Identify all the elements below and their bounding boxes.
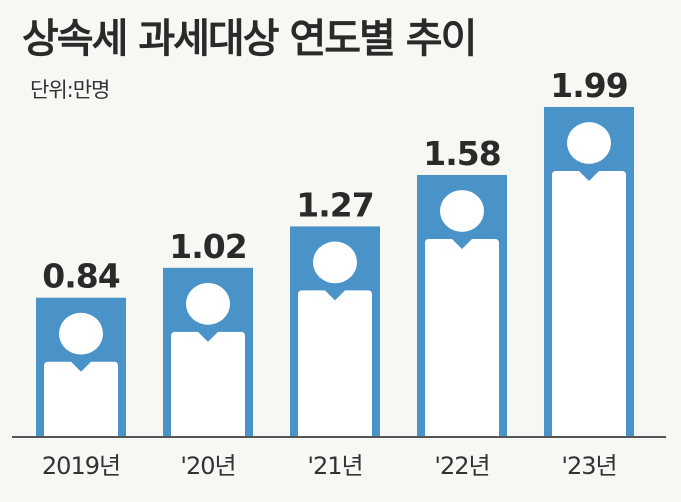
bar-group-0: 0.84 2019년 [36, 257, 126, 480]
bar-group-1: 1.02 '20년 [163, 227, 253, 480]
figure-head-4 [567, 122, 611, 164]
category-label-0: 2019년 [42, 452, 120, 480]
category-label-1: '20년 [180, 452, 235, 480]
bar-group-3: 1.58 '22년 [417, 134, 507, 480]
value-label-4: 1.99 [550, 66, 627, 105]
bar-group-4: 1.99 '23년 [544, 66, 634, 480]
figure-head-2 [313, 241, 357, 284]
figure-body-0 [44, 361, 118, 437]
value-label-0: 0.84 [42, 257, 119, 296]
category-label-2: '21년 [307, 452, 362, 480]
value-label-2: 1.27 [296, 185, 373, 224]
figure-body-1 [171, 331, 245, 437]
value-label-1: 1.02 [169, 227, 246, 266]
figure-body-3 [425, 238, 499, 437]
figure-body-2 [298, 290, 372, 437]
unit-label: 단위:만명 [30, 78, 110, 102]
bar-group-2: 1.27 '21년 [290, 185, 380, 480]
value-label-3: 1.58 [423, 134, 500, 173]
figure-head-3 [440, 190, 484, 232]
category-label-3: '22년 [434, 452, 489, 480]
figure-body-4 [552, 171, 626, 437]
category-label-4: '23년 [561, 452, 616, 480]
figure-head-1 [186, 282, 230, 325]
figure-head-0 [59, 312, 103, 355]
chart-title: 상속세 과세대상 연도별 추이 [22, 16, 477, 62]
